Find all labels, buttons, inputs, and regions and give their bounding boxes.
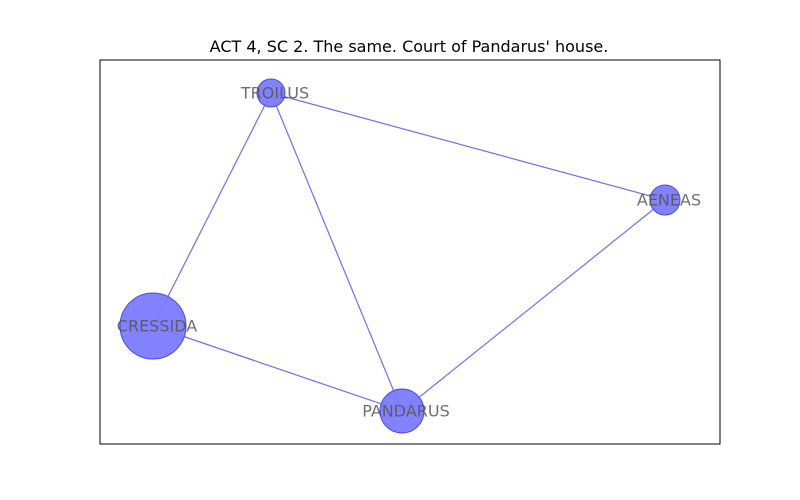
edge-cressida-pandarus bbox=[152, 325, 403, 412]
edge-troilus-cressida bbox=[152, 92, 272, 327]
node-pandarus bbox=[379, 388, 425, 434]
node-label-cressida: CRESSIDA bbox=[117, 317, 197, 336]
node-label-pandarus: PANDARUS bbox=[362, 402, 450, 421]
node-aeneas bbox=[649, 184, 681, 216]
node-troilus bbox=[256, 78, 286, 108]
node-label-aeneas: AENEAS bbox=[637, 191, 701, 210]
edge-troilus-aeneas bbox=[270, 92, 666, 201]
node-label-troilus: TROILUS bbox=[240, 84, 309, 103]
edges-layer bbox=[152, 92, 666, 412]
edge-pandarus-aeneas bbox=[401, 199, 666, 412]
nodes-layer bbox=[119, 78, 681, 434]
plot-frame bbox=[99, 59, 721, 445]
edge-troilus-pandarus bbox=[270, 92, 403, 412]
node-cressida bbox=[119, 292, 187, 360]
diagram-title: ACT 4, SC 2. The same. Court of Pandarus… bbox=[210, 37, 609, 56]
labels-layer: TROILUS AENEAS CRESSIDA PANDARUS bbox=[117, 84, 701, 421]
